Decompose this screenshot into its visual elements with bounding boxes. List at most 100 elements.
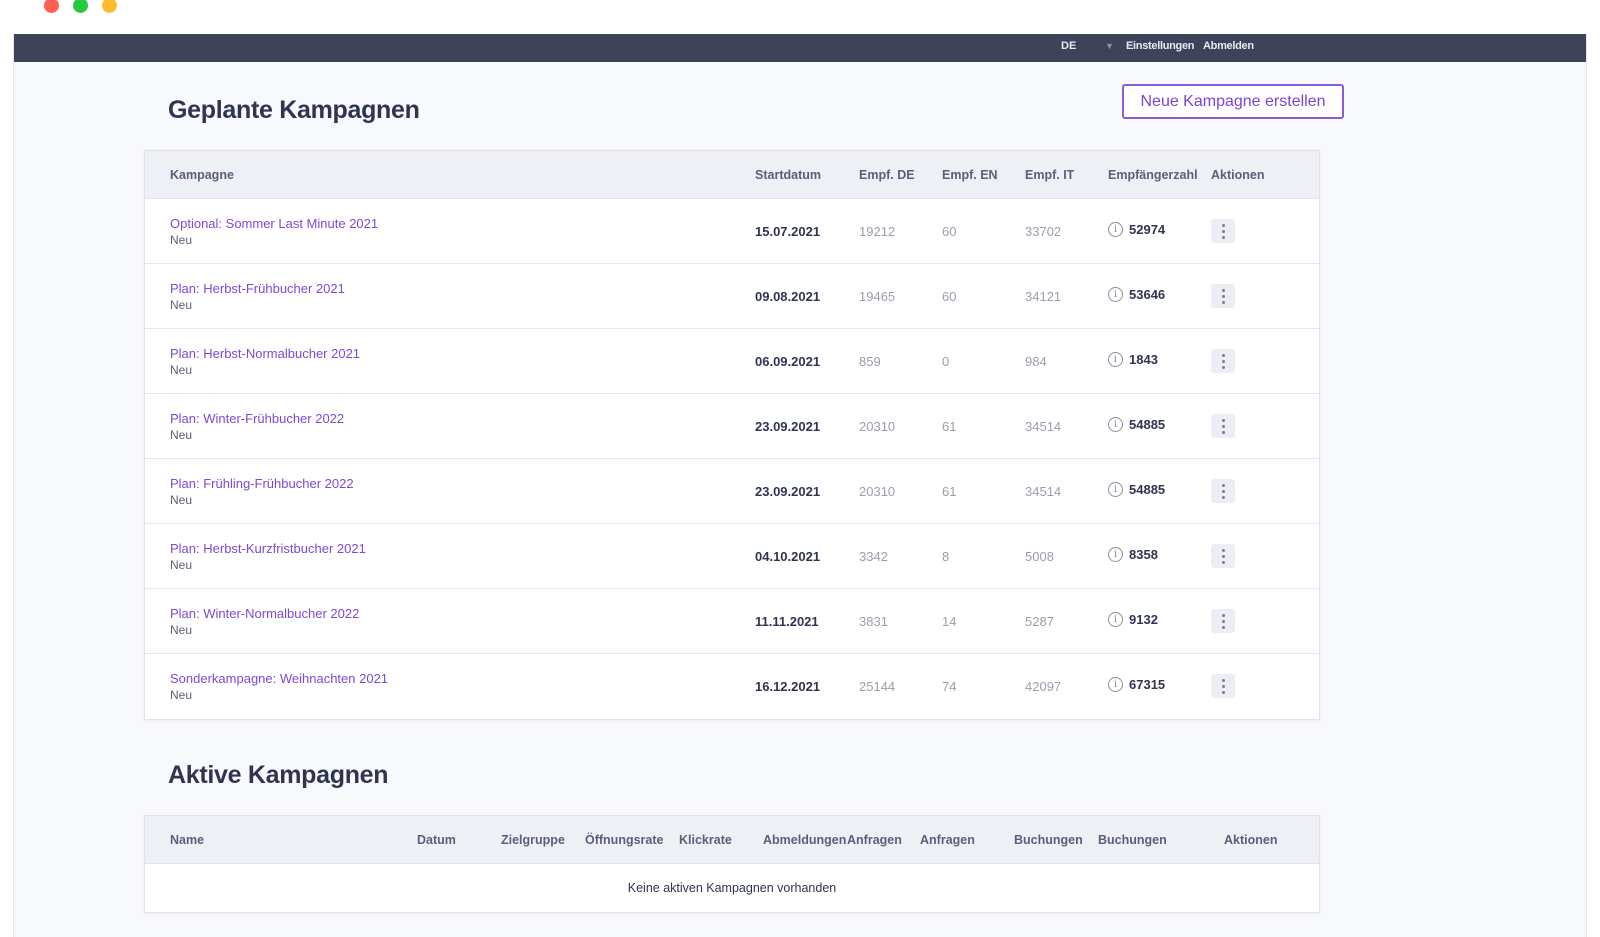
column-header-click-rate[interactable]: Klickrate bbox=[679, 833, 732, 847]
recipients-de: 20310 bbox=[859, 419, 896, 434]
table-row: Optional: Sommer Last Minute 2021 Neu 15… bbox=[145, 199, 1319, 264]
column-header-inquiries-2[interactable]: Anfragen bbox=[920, 833, 975, 847]
recipients-it: 33702 bbox=[1025, 224, 1062, 239]
more-actions-button[interactable] bbox=[1211, 414, 1235, 438]
recipients-de: 3342 bbox=[859, 549, 888, 564]
info-icon[interactable]: i bbox=[1108, 547, 1123, 562]
settings-link[interactable]: Einstellungen bbox=[1126, 40, 1195, 52]
info-icon[interactable]: i bbox=[1108, 612, 1123, 627]
info-icon[interactable]: i bbox=[1108, 222, 1123, 237]
recipients-it: 5008 bbox=[1025, 549, 1054, 564]
recipients-en: 61 bbox=[942, 419, 957, 434]
column-header-open-rate[interactable]: Öffnungsrate bbox=[585, 833, 664, 847]
more-actions-button[interactable] bbox=[1211, 349, 1235, 373]
minimize-window-button[interactable] bbox=[102, 0, 117, 13]
campaign-status: Neu bbox=[170, 623, 193, 637]
column-header-recipients-it[interactable]: Empf. IT bbox=[1025, 168, 1075, 182]
window-controls bbox=[44, 0, 117, 13]
maximize-window-button[interactable] bbox=[73, 0, 88, 13]
active-campaigns-table: Name Datum Zielgruppe Öffnungsrate Klick… bbox=[144, 815, 1320, 913]
recipients-de: 3831 bbox=[859, 614, 888, 629]
recipient-count: 8358 bbox=[1129, 547, 1158, 562]
campaign-status: Neu bbox=[170, 688, 193, 702]
column-header-startdate[interactable]: Startdatum bbox=[755, 168, 821, 182]
recipients-it: 42097 bbox=[1025, 679, 1062, 694]
start-date: 11.11.2021 bbox=[755, 614, 819, 629]
campaign-status: Neu bbox=[170, 363, 193, 377]
campaign-link[interactable]: Plan: Frühling-Frühbucher 2022 bbox=[170, 476, 354, 491]
recipient-count: 1843 bbox=[1129, 352, 1158, 367]
close-window-button[interactable] bbox=[44, 0, 59, 13]
recipient-count: 9132 bbox=[1129, 612, 1158, 627]
chevron-down-icon[interactable]: ▼ bbox=[1105, 41, 1114, 51]
column-header-recipients-en[interactable]: Empf. EN bbox=[942, 168, 998, 182]
info-icon[interactable]: i bbox=[1108, 287, 1123, 302]
info-icon[interactable]: i bbox=[1108, 482, 1123, 497]
start-date: 23.09.2021 bbox=[755, 484, 821, 499]
campaign-link[interactable]: Plan: Herbst-Frühbucher 2021 bbox=[170, 281, 345, 296]
column-header-date[interactable]: Datum bbox=[417, 833, 456, 847]
info-icon[interactable]: i bbox=[1108, 352, 1123, 367]
info-icon[interactable]: i bbox=[1108, 677, 1123, 692]
recipient-count: 54885 bbox=[1129, 417, 1166, 432]
start-date: 09.08.2021 bbox=[755, 289, 821, 304]
table-row: Plan: Winter-Normalbucher 2022 Neu 11.11… bbox=[145, 589, 1319, 654]
language-selector[interactable]: DE bbox=[1061, 40, 1077, 52]
campaign-link[interactable]: Plan: Winter-Normalbucher 2022 bbox=[170, 606, 360, 621]
column-header-target-group[interactable]: Zielgruppe bbox=[501, 833, 565, 847]
campaign-link[interactable]: Optional: Sommer Last Minute 2021 bbox=[170, 216, 379, 231]
recipients-it: 34514 bbox=[1025, 419, 1062, 434]
campaign-link[interactable]: Plan: Herbst-Kurzfristbucher 2021 bbox=[170, 541, 366, 556]
table-row: Plan: Herbst-Frühbucher 2021 Neu 09.08.2… bbox=[145, 264, 1319, 329]
campaign-status: Neu bbox=[170, 428, 193, 442]
recipients-en: 14 bbox=[942, 614, 957, 629]
recipients-en: 8 bbox=[942, 549, 950, 564]
more-actions-button[interactable] bbox=[1211, 609, 1235, 633]
start-date: 06.09.2021 bbox=[755, 354, 821, 369]
recipients-en: 61 bbox=[942, 484, 957, 499]
column-header-bookings-2[interactable]: Buchungen bbox=[1098, 833, 1167, 847]
table-row: Plan: Herbst-Normalbucher 2021 Neu 06.09… bbox=[145, 329, 1319, 394]
table-row: Plan: Frühling-Frühbucher 2022 Neu 23.09… bbox=[145, 459, 1319, 524]
logout-link[interactable]: Abmelden bbox=[1203, 40, 1254, 52]
recipients-en: 60 bbox=[942, 289, 957, 304]
empty-state-message: Keine aktiven Kampagnen vorhanden bbox=[627, 881, 837, 895]
info-icon[interactable]: i bbox=[1108, 417, 1123, 432]
column-header-bookings[interactable]: Buchungen bbox=[1014, 833, 1083, 847]
campaign-link[interactable]: Plan: Herbst-Normalbucher 2021 bbox=[170, 346, 361, 361]
campaign-status: Neu bbox=[170, 298, 193, 312]
column-header-unsubscribes[interactable]: Abmeldungen bbox=[763, 833, 847, 847]
column-header-name[interactable]: Name bbox=[170, 833, 205, 847]
column-header-inquiries[interactable]: Anfragen bbox=[847, 833, 902, 847]
active-campaigns-title: Aktive Kampagnen bbox=[168, 761, 389, 789]
table-row: Plan: Winter-Frühbucher 2022 Neu 23.09.2… bbox=[145, 394, 1319, 459]
recipients-en: 74 bbox=[942, 679, 957, 694]
start-date: 04.10.2021 bbox=[755, 549, 821, 564]
start-date: 16.12.2021 bbox=[755, 679, 821, 694]
column-header-recipient-count[interactable]: Empfängerzahl bbox=[1108, 168, 1198, 182]
column-header-recipients-de[interactable]: Empf. DE bbox=[859, 168, 915, 182]
recipient-count: 54885 bbox=[1129, 482, 1166, 497]
campaign-status: Neu bbox=[170, 558, 193, 572]
campaign-status: Neu bbox=[170, 493, 193, 507]
planned-campaigns-title: Geplante Kampagnen bbox=[168, 96, 420, 124]
recipient-count: 53646 bbox=[1129, 287, 1166, 302]
recipients-it: 984 bbox=[1025, 354, 1047, 369]
planned-campaigns-table: Kampagne Startdatum Empf. DE Empf. EN Em… bbox=[144, 150, 1320, 720]
more-actions-button[interactable] bbox=[1211, 284, 1235, 308]
new-campaign-button[interactable]: Neue Kampagne erstellen bbox=[1122, 84, 1344, 119]
more-actions-button[interactable] bbox=[1211, 544, 1235, 568]
campaign-status: Neu bbox=[170, 233, 193, 247]
more-actions-button[interactable] bbox=[1211, 479, 1235, 503]
column-header-actions: Aktionen bbox=[1211, 168, 1265, 182]
campaign-link[interactable]: Plan: Winter-Frühbucher 2022 bbox=[170, 411, 345, 426]
recipient-count: 52974 bbox=[1129, 222, 1166, 237]
more-actions-button[interactable] bbox=[1211, 674, 1235, 698]
recipients-de: 20310 bbox=[859, 484, 896, 499]
column-header-campaign[interactable]: Kampagne bbox=[170, 168, 234, 182]
more-actions-button[interactable] bbox=[1211, 219, 1235, 243]
start-date: 15.07.2021 bbox=[755, 224, 821, 239]
campaign-link[interactable]: Sonderkampagne: Weihnachten 2021 bbox=[170, 671, 389, 686]
recipient-count: 67315 bbox=[1129, 677, 1166, 692]
top-navigation-bar: DE ▼ Einstellungen Abmelden bbox=[14, 34, 1586, 62]
